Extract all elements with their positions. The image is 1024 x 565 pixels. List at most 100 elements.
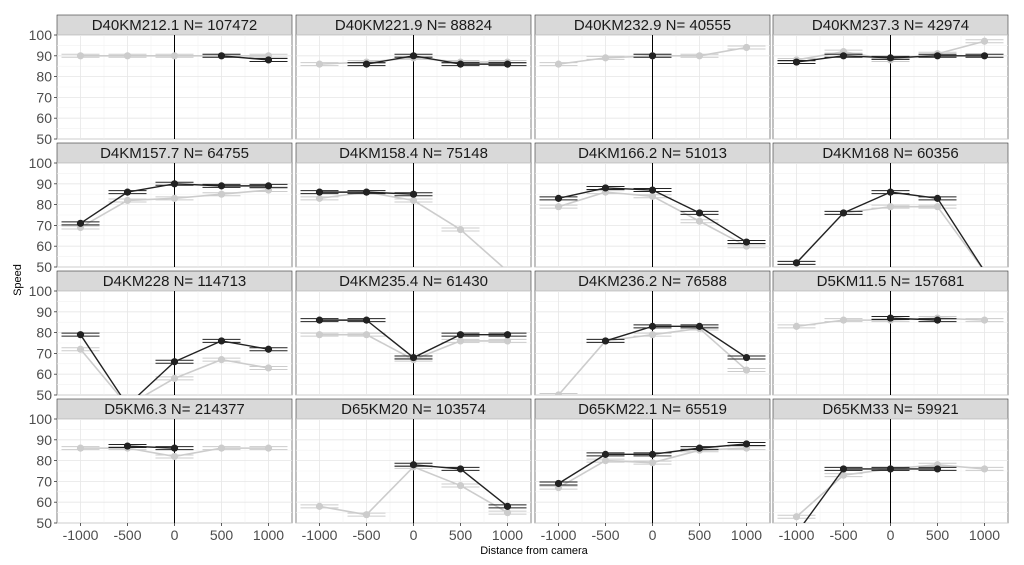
y-tick-label: 50 — [36, 387, 52, 403]
data-point — [554, 479, 563, 488]
series-line-segment — [127, 445, 175, 449]
facet-strip-title: D4KM158.4 N= 75148 — [339, 145, 488, 162]
data-point — [695, 209, 704, 217]
data-point — [123, 188, 132, 196]
series-line-segment — [174, 193, 222, 200]
data-point — [695, 217, 704, 225]
series-line-segment — [843, 191, 891, 214]
data-point — [742, 238, 751, 246]
series-line-segment — [605, 191, 653, 198]
data-point — [554, 60, 563, 68]
data-point — [933, 203, 942, 211]
facet-strip-title: D4KM168 N= 60356 — [822, 145, 958, 162]
panel-data — [777, 461, 1004, 523]
data-point — [362, 511, 371, 519]
y-tick-label: 80 — [36, 197, 52, 213]
data-point — [76, 331, 85, 339]
series-line-segment — [459, 228, 505, 267]
facet-strip-title: D40KM232.9 N= 40555 — [574, 17, 731, 34]
series-line-segment — [803, 468, 845, 523]
series-line-segment — [652, 449, 700, 464]
panel-data — [300, 52, 527, 68]
data-point — [217, 337, 226, 345]
series-line-segment — [699, 325, 747, 359]
series-line-segment — [143, 377, 175, 395]
data-point — [315, 60, 324, 68]
data-point — [648, 331, 657, 339]
x-tick-label: -500 — [829, 527, 857, 543]
data-point — [315, 316, 324, 324]
data-point — [456, 465, 465, 473]
data-point — [648, 459, 657, 467]
data-point — [933, 316, 942, 324]
series-line-segment — [936, 206, 983, 267]
data-point — [409, 461, 418, 469]
facet-panel: D4KM235.4 N= 61430 — [295, 270, 532, 396]
data-point — [601, 457, 610, 465]
data-point — [76, 52, 85, 60]
facet-strip-title: D40KM221.9 N= 88824 — [335, 17, 492, 34]
data-point — [315, 331, 324, 339]
series-line-segment — [366, 191, 414, 195]
data-point — [264, 444, 273, 452]
data-point — [456, 60, 465, 68]
series-line-segment — [698, 327, 748, 371]
y-tick-label: 90 — [36, 176, 52, 192]
facet-panel: D4KM158.4 N= 75148 — [295, 142, 532, 268]
series-line-segment — [137, 361, 175, 395]
panel-data — [300, 188, 505, 267]
y-tick-label: 70 — [36, 217, 52, 233]
y-tick-label: 90 — [36, 48, 52, 64]
facet-panel: D40KM232.9 N= 40555 — [534, 14, 771, 140]
series-line-segment — [699, 212, 747, 243]
data-point — [76, 444, 85, 452]
series-line-segment — [558, 459, 606, 489]
data-point — [315, 194, 324, 202]
y-tick-label: 50 — [36, 515, 52, 531]
data-point — [648, 322, 657, 330]
facet-panel: D65KM22.1 N= 65519 -1000 -500 0 500 1000 — [534, 398, 771, 543]
data-point — [839, 471, 848, 479]
data-point — [886, 203, 895, 211]
data-point — [648, 450, 657, 458]
y-axis-title: Speed — [12, 264, 24, 296]
y-tick-label: 50 — [36, 131, 52, 147]
data-point — [503, 60, 512, 68]
data-point — [264, 56, 273, 64]
facet-strip-title: D4KM236.2 N= 76588 — [578, 273, 727, 290]
data-point — [695, 52, 704, 60]
panel-data — [61, 180, 288, 232]
data-point — [123, 196, 132, 205]
series-line-segment — [221, 55, 269, 61]
facet-panel: D40KM212.1 N= 107472 50 60 70 80 90 100 — [29, 14, 293, 147]
facet-strip-title: D4KM228 N= 114713 — [103, 273, 247, 290]
data-point — [742, 43, 751, 52]
facet-panel: D4KM168 N= 60356 — [772, 142, 1009, 268]
series-line-segment — [413, 466, 461, 487]
y-tick-label: 100 — [29, 283, 53, 299]
data-point — [554, 391, 563, 395]
x-tick-label: 500 — [688, 527, 712, 543]
x-tick-label: -500 — [591, 527, 619, 543]
data-point — [503, 337, 512, 345]
data-point — [362, 60, 371, 68]
y-tick-label: 70 — [36, 89, 52, 105]
data-point — [601, 450, 610, 458]
x-tick-label: 1000 — [731, 527, 762, 543]
series-line-segment — [699, 220, 747, 247]
facet-panel: D4KM236.2 N= 76588 — [534, 270, 771, 396]
data-point — [792, 259, 801, 267]
panel-data — [777, 314, 1004, 330]
data-point — [264, 345, 273, 353]
series-line-segment — [127, 197, 175, 202]
data-point — [217, 356, 226, 364]
x-tick-label: 500 — [926, 527, 950, 543]
data-point — [123, 52, 132, 60]
data-point — [648, 52, 657, 60]
data-point — [554, 203, 563, 211]
data-point — [980, 52, 989, 60]
series-line-segment — [699, 443, 747, 449]
facet-panel: D4KM166.2 N= 51013 — [534, 142, 771, 268]
series-line-segment — [365, 466, 415, 516]
series-line-segment — [413, 464, 461, 470]
